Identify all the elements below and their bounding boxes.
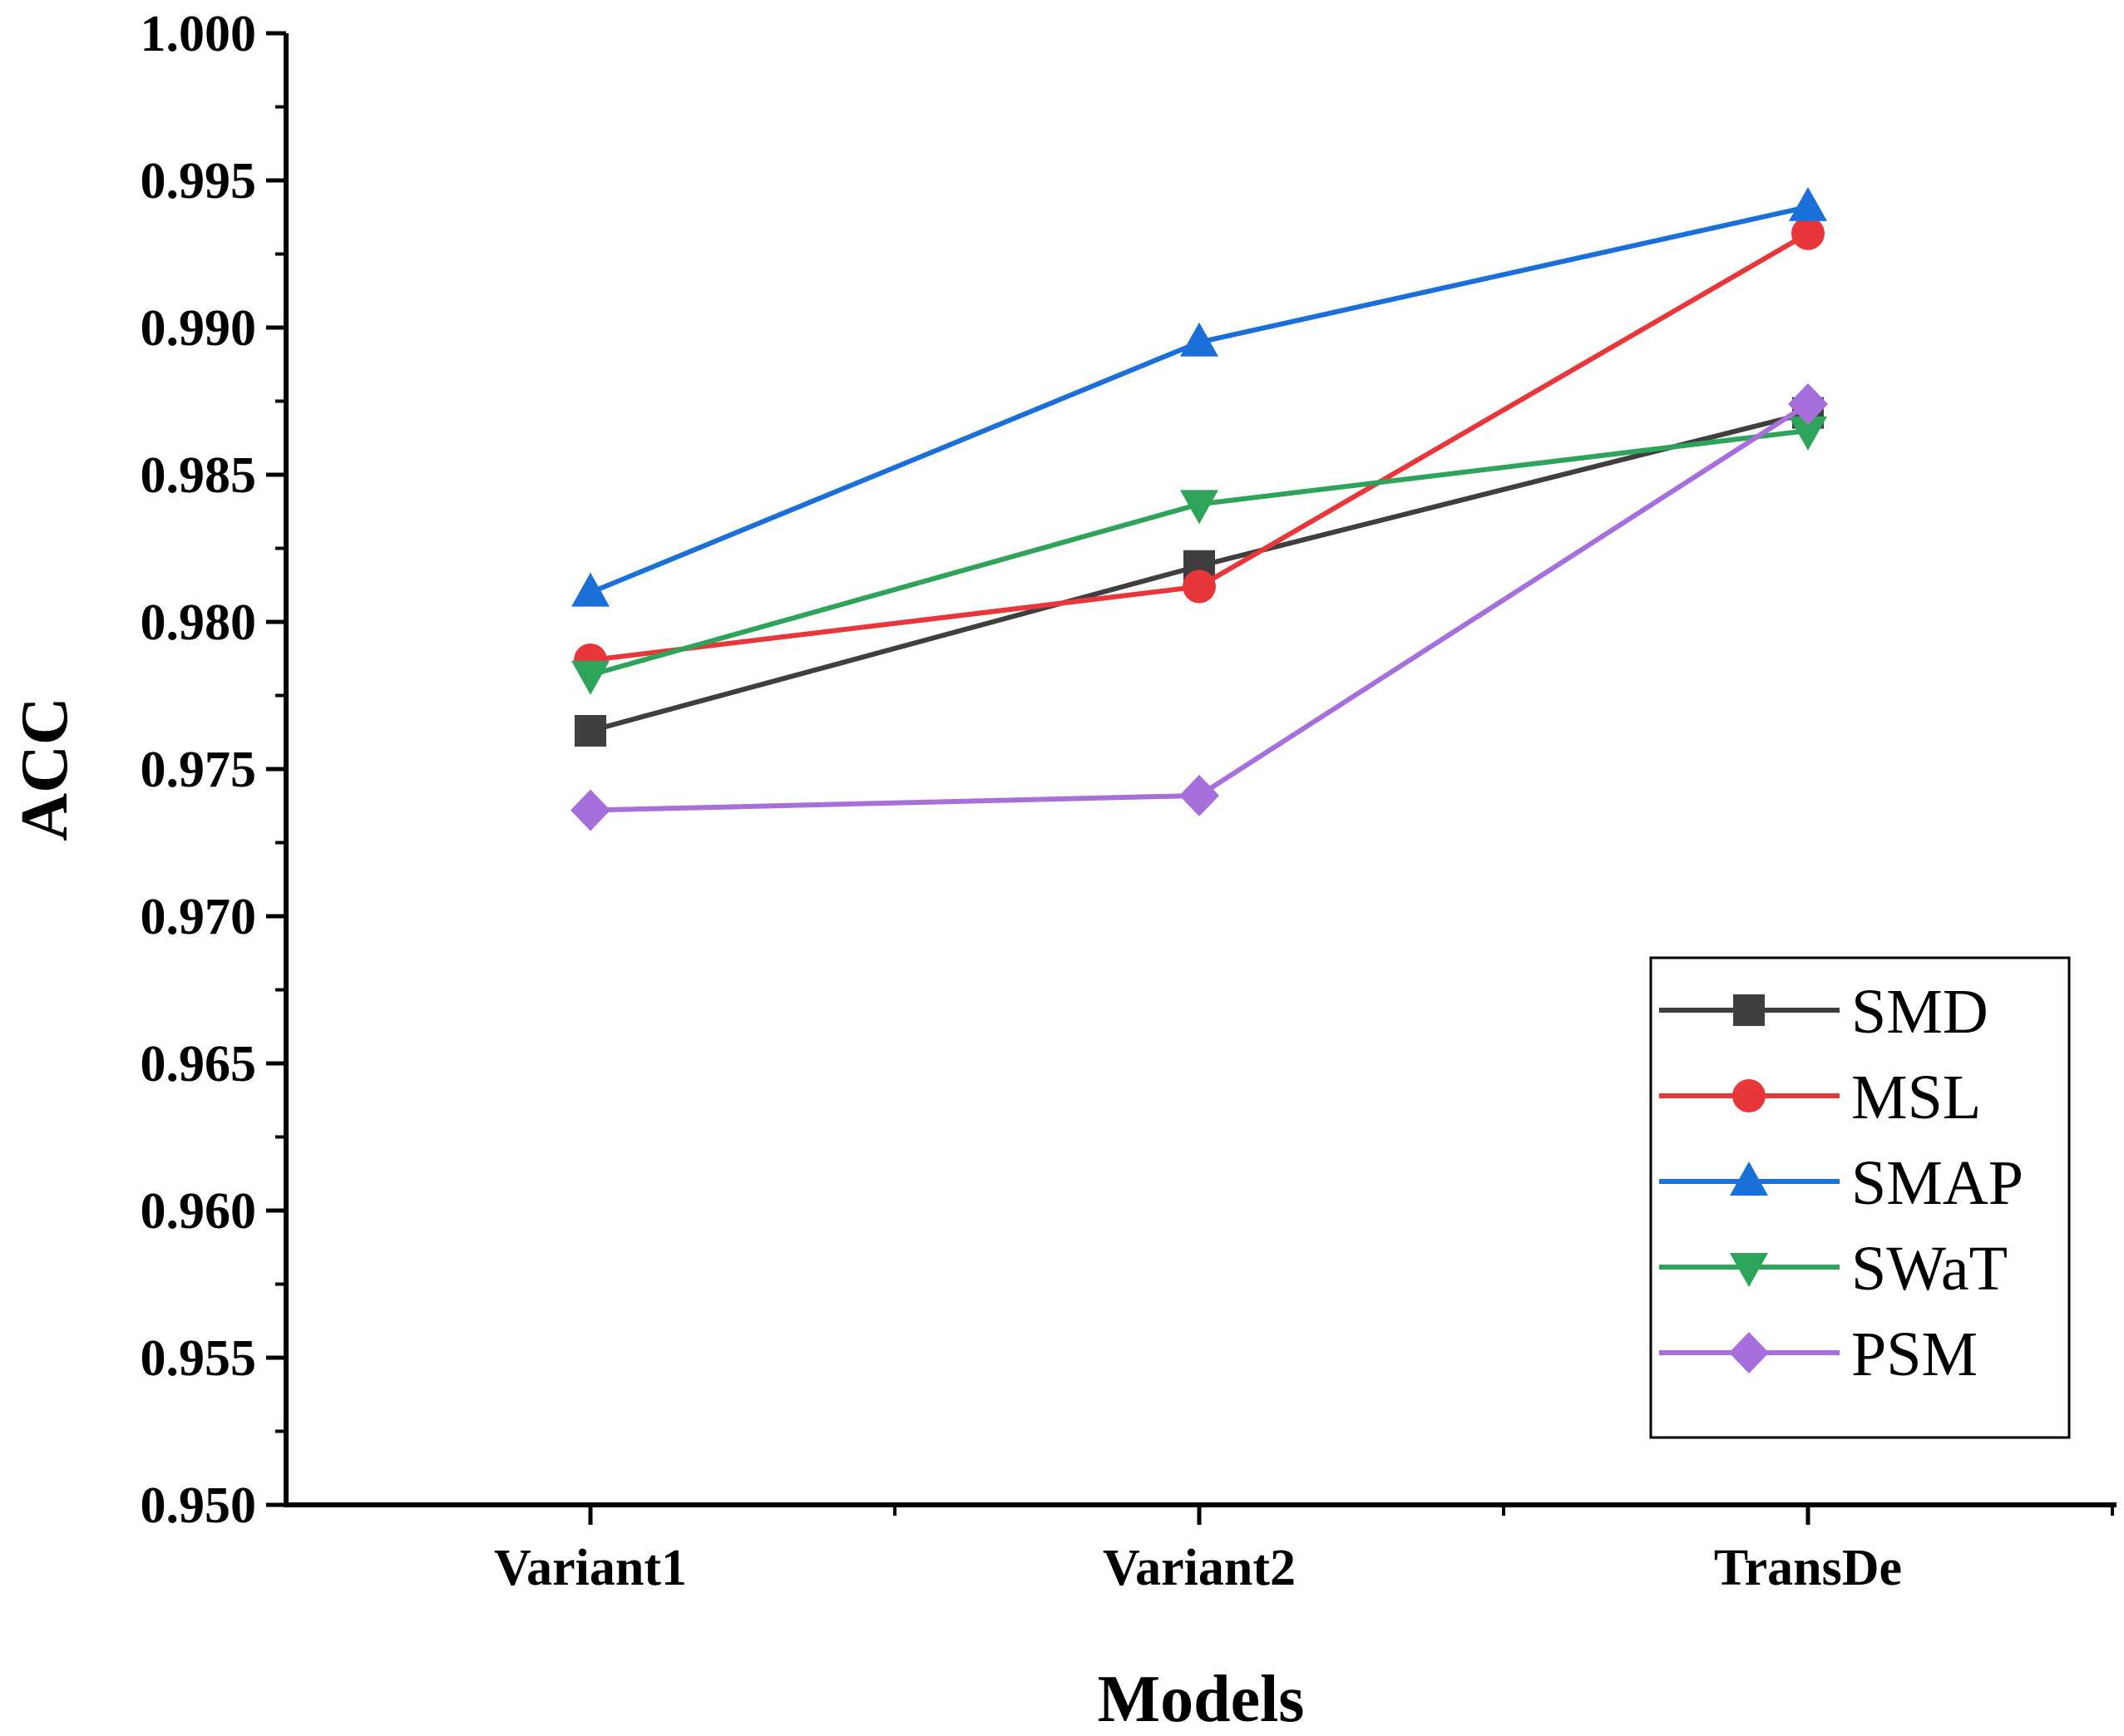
y-tick-label: 0.995 — [141, 153, 257, 210]
data-point-smd-0 — [575, 714, 606, 747]
series-swat — [571, 416, 1827, 695]
legend-label: PSM — [1851, 1319, 1978, 1389]
series-layer — [571, 186, 1828, 831]
series-line-psm — [590, 402, 1810, 813]
legend-item-smd: SMD — [1659, 977, 1988, 1047]
y-tick-label: 0.990 — [141, 300, 257, 357]
x-tick-label: Variant2 — [1103, 1540, 1296, 1596]
y-tick-label: 0.985 — [141, 447, 257, 504]
data-point-swat-2 — [1789, 416, 1827, 451]
legend: SMD MSL SMAP SWaT PSM — [1649, 956, 2071, 1439]
x-tick-label: Variant1 — [494, 1540, 687, 1596]
legend-item-msl: MSL — [1659, 1063, 1981, 1132]
legend-item-smap: SMAP — [1659, 1148, 2023, 1218]
legend-label: SMD — [1851, 977, 1988, 1047]
series-smap — [571, 186, 1827, 607]
y-tick-label: 1.000 — [141, 6, 257, 62]
y-tick-label: 0.950 — [141, 1477, 257, 1534]
legend-item-swat: SWaT — [1659, 1234, 2008, 1304]
y-tick-label: 0.965 — [141, 1036, 257, 1092]
y-axis-title: ACC — [8, 697, 82, 841]
x-tick-label: TransDe — [1714, 1540, 1902, 1596]
y-ticks: 0.950 0.955 0.960 0.965 0.970 0.975 0.980 0.985… — [141, 6, 286, 1534]
series-line-smap — [589, 204, 1809, 595]
legend-label: MSL — [1851, 1063, 1981, 1132]
data-point-smap-0 — [571, 572, 610, 607]
y-tick-label: 0.970 — [141, 889, 257, 945]
data-point-smap-1 — [1180, 322, 1218, 357]
legend-label: SWaT — [1851, 1234, 2008, 1304]
legend-box — [1649, 956, 2071, 1439]
y-tick-label: 0.975 — [141, 742, 257, 798]
data-point-psm-0 — [571, 789, 610, 831]
data-point-psm-1 — [1179, 774, 1219, 816]
legend-marker-smap — [1730, 1161, 1768, 1196]
y-tick-label: 0.960 — [141, 1183, 257, 1240]
x-ticks: Variant1 Variant2 TransDe — [494, 1505, 2114, 1596]
data-point-smap-2 — [1789, 186, 1827, 221]
data-point-swat-1 — [1180, 490, 1218, 525]
legend-marker-smd — [1733, 994, 1765, 1026]
x-axis-title: Models — [1098, 1663, 1305, 1736]
data-point-msl-2 — [1791, 216, 1825, 250]
data-point-msl-1 — [1183, 570, 1216, 604]
legend-marker-swat — [1730, 1253, 1768, 1287]
series-msl — [574, 216, 1825, 678]
data-point-psm-2 — [1788, 383, 1828, 426]
legend-item-psm: PSM — [1659, 1319, 1978, 1389]
series-psm — [571, 383, 1828, 831]
y-tick-label: 0.980 — [141, 594, 257, 651]
data-point-swat-0 — [571, 660, 610, 695]
legend-marker-psm — [1729, 1332, 1769, 1374]
y-tick-label: 0.955 — [141, 1330, 257, 1387]
legend-marker-msl — [1732, 1079, 1766, 1112]
legend-label: SMAP — [1851, 1148, 2023, 1218]
